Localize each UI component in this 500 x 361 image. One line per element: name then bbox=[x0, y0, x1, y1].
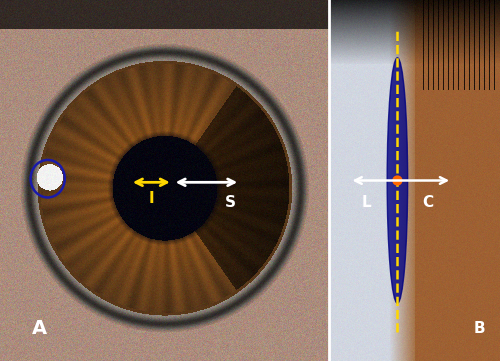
Text: B: B bbox=[474, 321, 486, 336]
Text: C: C bbox=[422, 195, 434, 210]
Text: S: S bbox=[225, 195, 236, 210]
Point bbox=[394, 178, 402, 183]
Text: L: L bbox=[362, 195, 372, 210]
Text: I: I bbox=[148, 191, 154, 206]
Ellipse shape bbox=[387, 58, 407, 303]
Text: A: A bbox=[32, 319, 47, 338]
